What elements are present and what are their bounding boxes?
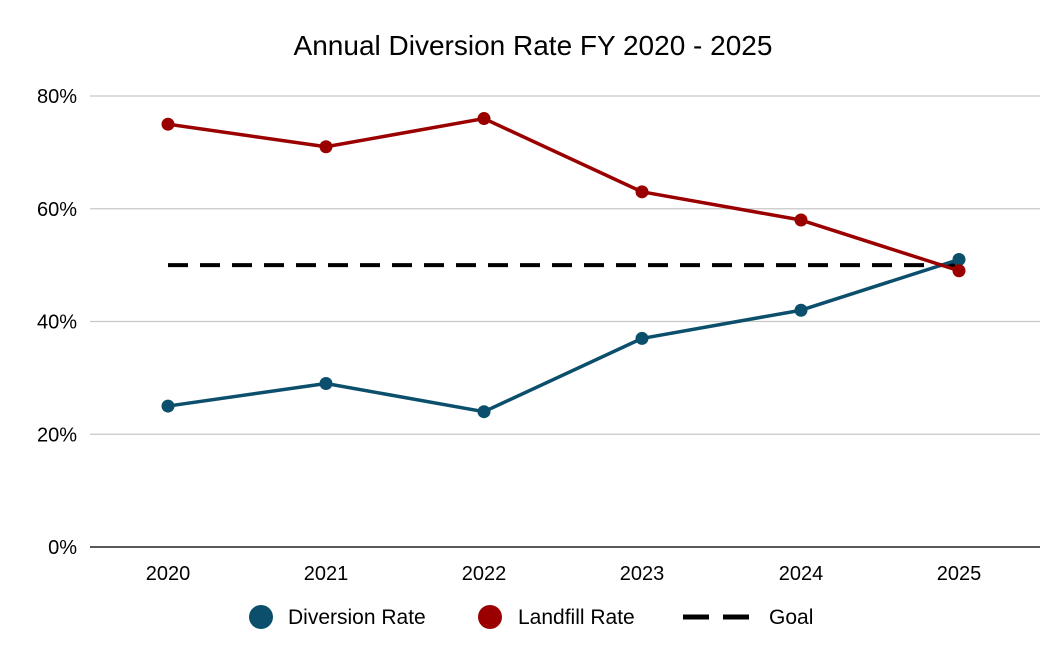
y-tick-label: 20% bbox=[37, 424, 77, 446]
legend-swatch bbox=[249, 605, 273, 629]
chart-title: Annual Diversion Rate FY 2020 - 2025 bbox=[294, 30, 773, 61]
gridlines bbox=[90, 95, 1040, 435]
data-point bbox=[635, 331, 649, 345]
data-point bbox=[477, 112, 491, 126]
data-point bbox=[161, 117, 175, 131]
series-landfill-rate bbox=[161, 112, 966, 278]
data-point bbox=[319, 140, 333, 154]
data-point bbox=[319, 377, 333, 391]
y-tick-label: 60% bbox=[37, 199, 77, 221]
x-tick-label: 2022 bbox=[462, 563, 507, 585]
legend: Diversion Rate Landfill Rate Goal bbox=[249, 605, 813, 629]
y-tick-label: 80% bbox=[37, 86, 77, 108]
series-line bbox=[167, 116, 960, 273]
data-point bbox=[794, 213, 808, 227]
series-line bbox=[167, 257, 960, 414]
x-tick-label: 2023 bbox=[620, 563, 665, 585]
data-point bbox=[952, 252, 966, 266]
x-tick-label: 2020 bbox=[146, 563, 191, 585]
series bbox=[161, 112, 966, 419]
axes: 0% 20% 40% 60% 80% 2020 2021 2022 2023 2024 2025 bbox=[37, 86, 1040, 585]
legend-item: Landfill Rate bbox=[478, 605, 635, 629]
y-tick-label: 0% bbox=[48, 537, 77, 559]
data-point bbox=[635, 185, 649, 199]
legend-item: Goal bbox=[683, 606, 813, 629]
legend-label: Landfill Rate bbox=[518, 606, 635, 629]
data-point bbox=[952, 264, 966, 278]
legend-swatch bbox=[478, 605, 502, 629]
series-diversion-rate bbox=[161, 252, 966, 419]
legend-label: Diversion Rate bbox=[288, 606, 426, 629]
data-point bbox=[161, 399, 175, 413]
x-tick-label: 2021 bbox=[304, 563, 349, 585]
x-tick-label: 2024 bbox=[779, 563, 824, 585]
data-point bbox=[794, 303, 808, 317]
y-tick-label: 40% bbox=[37, 312, 77, 334]
data-point bbox=[477, 405, 491, 419]
x-tick-label: 2025 bbox=[937, 563, 982, 585]
legend-item: Diversion Rate bbox=[249, 605, 426, 629]
legend-label: Goal bbox=[769, 606, 813, 629]
